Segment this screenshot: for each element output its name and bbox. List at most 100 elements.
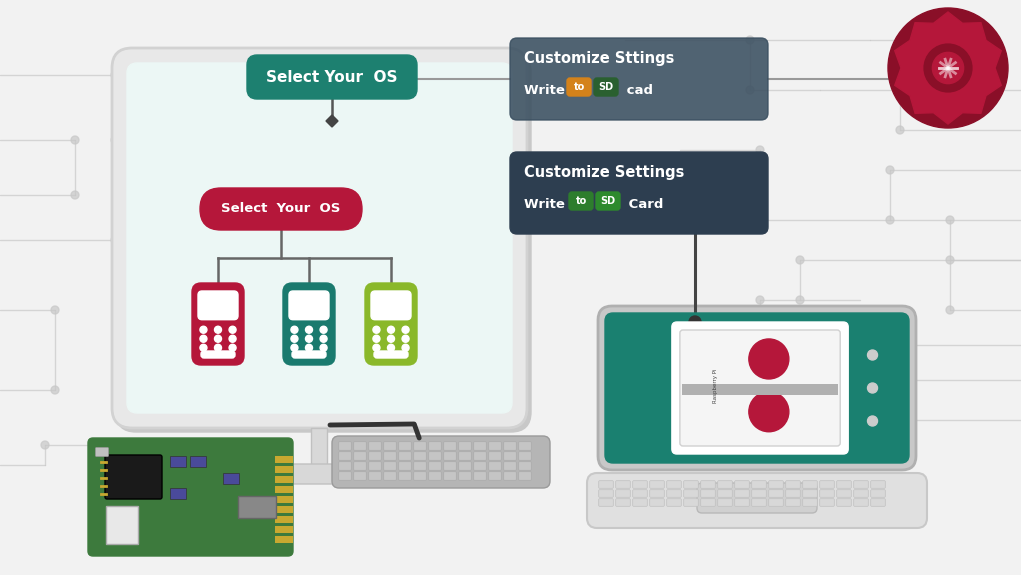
FancyBboxPatch shape [735,481,749,488]
Circle shape [796,256,804,264]
FancyBboxPatch shape [458,462,472,470]
FancyBboxPatch shape [474,452,486,461]
Circle shape [896,36,904,44]
FancyBboxPatch shape [339,452,351,461]
FancyBboxPatch shape [587,473,927,528]
Text: to: to [576,196,587,206]
Circle shape [229,326,236,334]
Circle shape [291,326,298,334]
Circle shape [214,326,222,334]
Bar [682,384,838,395]
Circle shape [320,326,327,334]
Circle shape [816,341,824,349]
Bar [190,456,206,467]
FancyBboxPatch shape [616,499,630,507]
FancyBboxPatch shape [127,63,512,413]
FancyBboxPatch shape [289,291,329,320]
FancyBboxPatch shape [684,490,698,497]
FancyBboxPatch shape [786,499,800,507]
Circle shape [320,344,327,351]
Circle shape [689,316,701,328]
FancyBboxPatch shape [633,499,647,507]
FancyBboxPatch shape [429,452,441,461]
Circle shape [746,36,753,44]
Text: cad: cad [622,83,653,97]
FancyBboxPatch shape [398,472,411,480]
FancyBboxPatch shape [503,472,517,480]
Circle shape [402,326,409,334]
FancyBboxPatch shape [649,490,665,497]
Circle shape [924,44,972,92]
FancyBboxPatch shape [96,447,108,457]
FancyBboxPatch shape [667,481,681,488]
FancyBboxPatch shape [803,481,817,488]
Circle shape [200,344,207,351]
Circle shape [402,344,409,351]
FancyBboxPatch shape [429,472,441,480]
Bar [238,496,276,518]
FancyBboxPatch shape [503,442,517,450]
Circle shape [291,344,298,351]
Circle shape [111,71,119,79]
FancyBboxPatch shape [339,462,351,470]
FancyBboxPatch shape [374,351,408,358]
FancyBboxPatch shape [697,483,817,513]
Circle shape [71,191,79,199]
Bar [223,473,239,484]
FancyBboxPatch shape [769,490,783,497]
Circle shape [200,326,207,334]
FancyBboxPatch shape [735,499,749,507]
FancyBboxPatch shape [649,499,665,507]
Text: Select  Your  OS: Select Your OS [222,202,341,216]
Circle shape [373,335,380,342]
FancyBboxPatch shape [414,442,427,450]
FancyBboxPatch shape [474,462,486,470]
Circle shape [51,306,59,314]
Bar [275,496,293,503]
Circle shape [305,335,312,342]
Bar [171,488,186,499]
FancyBboxPatch shape [786,481,800,488]
FancyBboxPatch shape [353,462,367,470]
FancyBboxPatch shape [569,192,593,210]
FancyBboxPatch shape [384,452,396,461]
Circle shape [748,339,789,379]
FancyBboxPatch shape [339,442,351,450]
FancyBboxPatch shape [510,38,768,120]
FancyBboxPatch shape [718,481,732,488]
Circle shape [946,256,954,264]
FancyBboxPatch shape [369,472,381,480]
FancyBboxPatch shape [384,462,396,470]
FancyBboxPatch shape [836,490,852,497]
FancyBboxPatch shape [803,499,817,507]
FancyBboxPatch shape [458,472,472,480]
FancyBboxPatch shape [116,52,531,432]
Text: to: to [574,82,585,92]
FancyBboxPatch shape [489,452,501,461]
FancyBboxPatch shape [398,462,411,470]
Circle shape [932,52,964,83]
Circle shape [868,350,877,360]
FancyBboxPatch shape [112,48,527,428]
FancyBboxPatch shape [371,291,411,320]
Bar [311,428,327,466]
Circle shape [373,326,380,334]
FancyBboxPatch shape [769,481,783,488]
Circle shape [746,86,753,94]
FancyBboxPatch shape [192,283,244,365]
FancyBboxPatch shape [633,490,647,497]
FancyBboxPatch shape [735,490,749,497]
FancyBboxPatch shape [369,452,381,461]
FancyBboxPatch shape [751,481,767,488]
Bar [275,506,293,513]
Circle shape [291,335,298,342]
Text: SD: SD [598,82,614,92]
Circle shape [51,386,59,394]
FancyBboxPatch shape [353,442,367,450]
FancyBboxPatch shape [364,283,417,365]
FancyBboxPatch shape [786,490,800,497]
Circle shape [868,383,877,393]
Circle shape [756,146,764,154]
Bar [275,526,293,533]
Circle shape [71,136,79,144]
